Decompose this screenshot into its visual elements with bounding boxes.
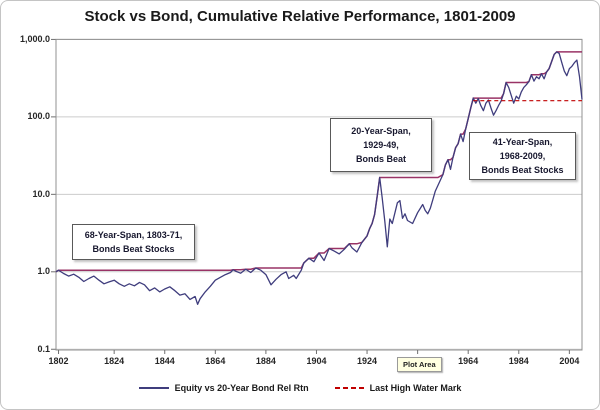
x-axis-tick-label: 1864 [205,356,226,366]
legend-dashed-line-swatch [334,387,364,389]
annotation-line: 41-Year-Span, [492,137,553,147]
y-axis-tick-label: 10.0 [32,188,50,199]
y-axis-tick-label: 1.0 [37,266,50,277]
chart-title: Stock vs Bond, Cumulative Relative Perfo… [84,8,516,25]
legend-item[interactable]: Last High Water Mark [334,383,462,393]
y-axis-tick-label: 1,000.0 [19,33,50,44]
x-axis-tick-label: 1964 [458,356,479,366]
plot-area[interactable] [56,40,582,350]
x-axis-tick-label: 2004 [559,356,580,366]
annotation-line: Bonds Beat Stocks [481,165,564,175]
x-axis-tick-label: 1984 [508,356,529,366]
legend-item[interactable]: Equity vs 20-Year Bond Rel Rtn [138,383,309,393]
annotation-box-1803-71[interactable]: 68-Year-Span, 1803-71, Bonds Beat Stocks [72,224,195,260]
y-axis-tick-label: 0.1 [37,343,50,354]
annotation-box-1929-49[interactable]: 20-Year-Span, 1929-49, Bonds Beat [330,118,432,172]
plot-border [55,38,583,351]
x-axis-tick-label: 1844 [154,356,175,366]
legend-item-label: Last High Water Mark [369,383,462,393]
high-water-mark-line [55,51,582,273]
annotation-box-1968-2009[interactable]: 41-Year-Span, 1968-2009, Bonds Beat Stocks [469,132,576,180]
annotation-line: 68-Year-Span, 1803-71, [84,230,183,240]
x-axis-tick-label: 1802 [48,356,69,366]
y-axis-tick-label: 100.0 [27,111,50,122]
annotation-line: 20-Year-Span, [351,126,411,136]
x-axis-tick-label: 1884 [255,356,276,366]
legend: Equity vs 20-Year Bond Rel Rtn Last High … [0,383,600,393]
legend-item-label: Equity vs 20-Year Bond Rel Rtn [174,383,309,393]
x-axis-tick-label: 1904 [306,356,327,366]
x-axis-tick-label: 1924 [357,356,378,366]
annotation-line: 1968-2009, [499,151,546,161]
annotation-line: 1929-49, [363,140,399,150]
x-axis-tick-label: 1824 [104,356,125,366]
annotation-line: Bonds Beat Stocks [92,244,175,254]
plot-area-tooltip: Plot Area [397,357,442,372]
equity-vs-bond-line [55,51,583,305]
legend-solid-line-swatch [138,387,169,389]
annotation-line: Bonds Beat [355,154,406,164]
